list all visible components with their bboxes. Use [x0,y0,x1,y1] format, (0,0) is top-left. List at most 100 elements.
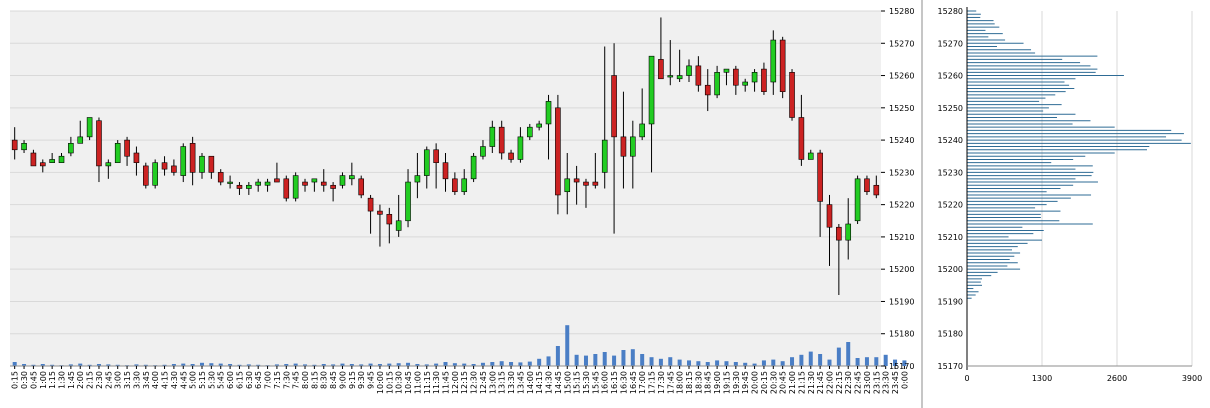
time-tick-label: 17:15 [648,371,657,394]
candle-body [105,162,112,167]
candle-body [330,184,336,189]
volume-bar [761,360,766,366]
volume-bar [22,364,27,366]
profile-y-tick-label: 15220 [938,201,963,210]
volume-bar [902,360,907,366]
candle-body [199,155,205,173]
candle-body [555,107,561,196]
price-tick-label: 15220 [889,201,914,210]
candle-body [77,136,84,144]
volume-bar [555,346,560,366]
time-tick-label: 6:00 [226,371,235,389]
volume-bar [340,363,345,366]
volume-bar [621,350,626,366]
volume-profile [967,10,1191,299]
time-tick-label: 7:15 [273,371,282,389]
time-tick-label: 3:30 [132,371,141,389]
volume-bar [752,363,757,366]
time-tick-label: 19:45 [741,371,750,394]
time-tick-label: 17:00 [638,371,647,394]
candle-body [789,72,795,118]
candle-body [751,72,758,83]
profile-x-tick-label: 2600 [1107,374,1127,383]
volume-bar [771,359,776,366]
candle-body [227,181,233,184]
volume-bar [443,362,448,366]
candle-body [311,178,318,183]
volume-bar [218,363,223,366]
profile-y-tick-label: 15260 [938,72,963,81]
candle-body [798,117,805,160]
volume-bar [846,342,851,366]
volume-bar [705,362,710,366]
candle-body [124,139,130,157]
volume-bar [415,364,420,366]
volume-bar [780,361,785,366]
time-axis: 0:15 0:30 0:45 1:00 1:15 1:30 1:45 2:00 2:15 2:30… [10,365,909,394]
candle-body [189,143,196,173]
time-tick-label: 4:00 [151,371,160,389]
volume-bar [658,358,663,366]
volume-bar [246,364,251,366]
candle-body [161,162,168,170]
candle-body [171,165,177,173]
time-tick-label: 16:00 [601,371,610,394]
time-tick-label: 2:30 [95,371,104,389]
time-tick-label: 23:45 [891,371,900,394]
volume-bar [68,364,73,366]
volume-bar [199,362,204,366]
candle-body [770,39,777,83]
candle-body [611,75,617,138]
volume-bar [424,364,429,366]
volume-bar [50,364,55,366]
time-tick-label: 17:30 [657,371,666,394]
time-tick-label: 9:15 [348,371,357,389]
time-tick-label: 22:30 [844,371,853,394]
volume-bar [349,364,354,366]
time-tick-label: 6:45 [254,371,263,389]
candle-body [601,139,608,173]
candle-body [152,162,158,186]
volume-bar [527,361,532,366]
candle-body [836,226,842,241]
candle-body [21,143,27,151]
time-tick-label: 2:00 [76,371,85,389]
volume-bar [406,362,411,366]
volume-bar [209,363,214,366]
time-tick-label: 17:45 [666,371,675,394]
time-tick-label: 15:15 [573,371,582,394]
volume-bar [668,357,673,366]
profile-y-tick-label: 15190 [938,297,963,306]
volume-bar [12,362,17,366]
time-tick-label: 16:45 [629,371,638,394]
volume-bar [790,357,795,366]
candle-body [630,136,636,157]
candle-body [180,146,187,176]
volume-bar [303,364,308,366]
profile-y-tick-label: 15240 [938,136,963,145]
volume-bar [499,361,504,366]
candle-body [68,143,74,154]
volume-bar [696,361,701,366]
volume-bar [864,357,869,366]
time-tick-label: 21:30 [807,371,816,394]
time-tick-label: 11:15 [423,371,432,394]
candle-body [86,117,93,138]
time-tick-label: 22:15 [835,371,844,394]
candle-body [733,68,739,86]
candle-body [742,81,748,86]
price-tick-label: 15270 [889,39,914,48]
volume-bar [452,363,457,366]
volume-bar [827,359,832,366]
volume-bar [171,364,176,366]
time-tick-label: 1:00 [39,371,48,389]
volume-bar [87,364,92,366]
volume-bar [274,364,279,366]
candle-body [133,152,140,163]
volume-bar [715,360,720,366]
volume-bar [396,363,401,366]
time-tick-label: 16:15 [610,371,619,394]
volume-bar [733,362,738,366]
time-tick-label: 13:15 [498,371,507,394]
time-tick-label: 2:45 [104,371,113,389]
